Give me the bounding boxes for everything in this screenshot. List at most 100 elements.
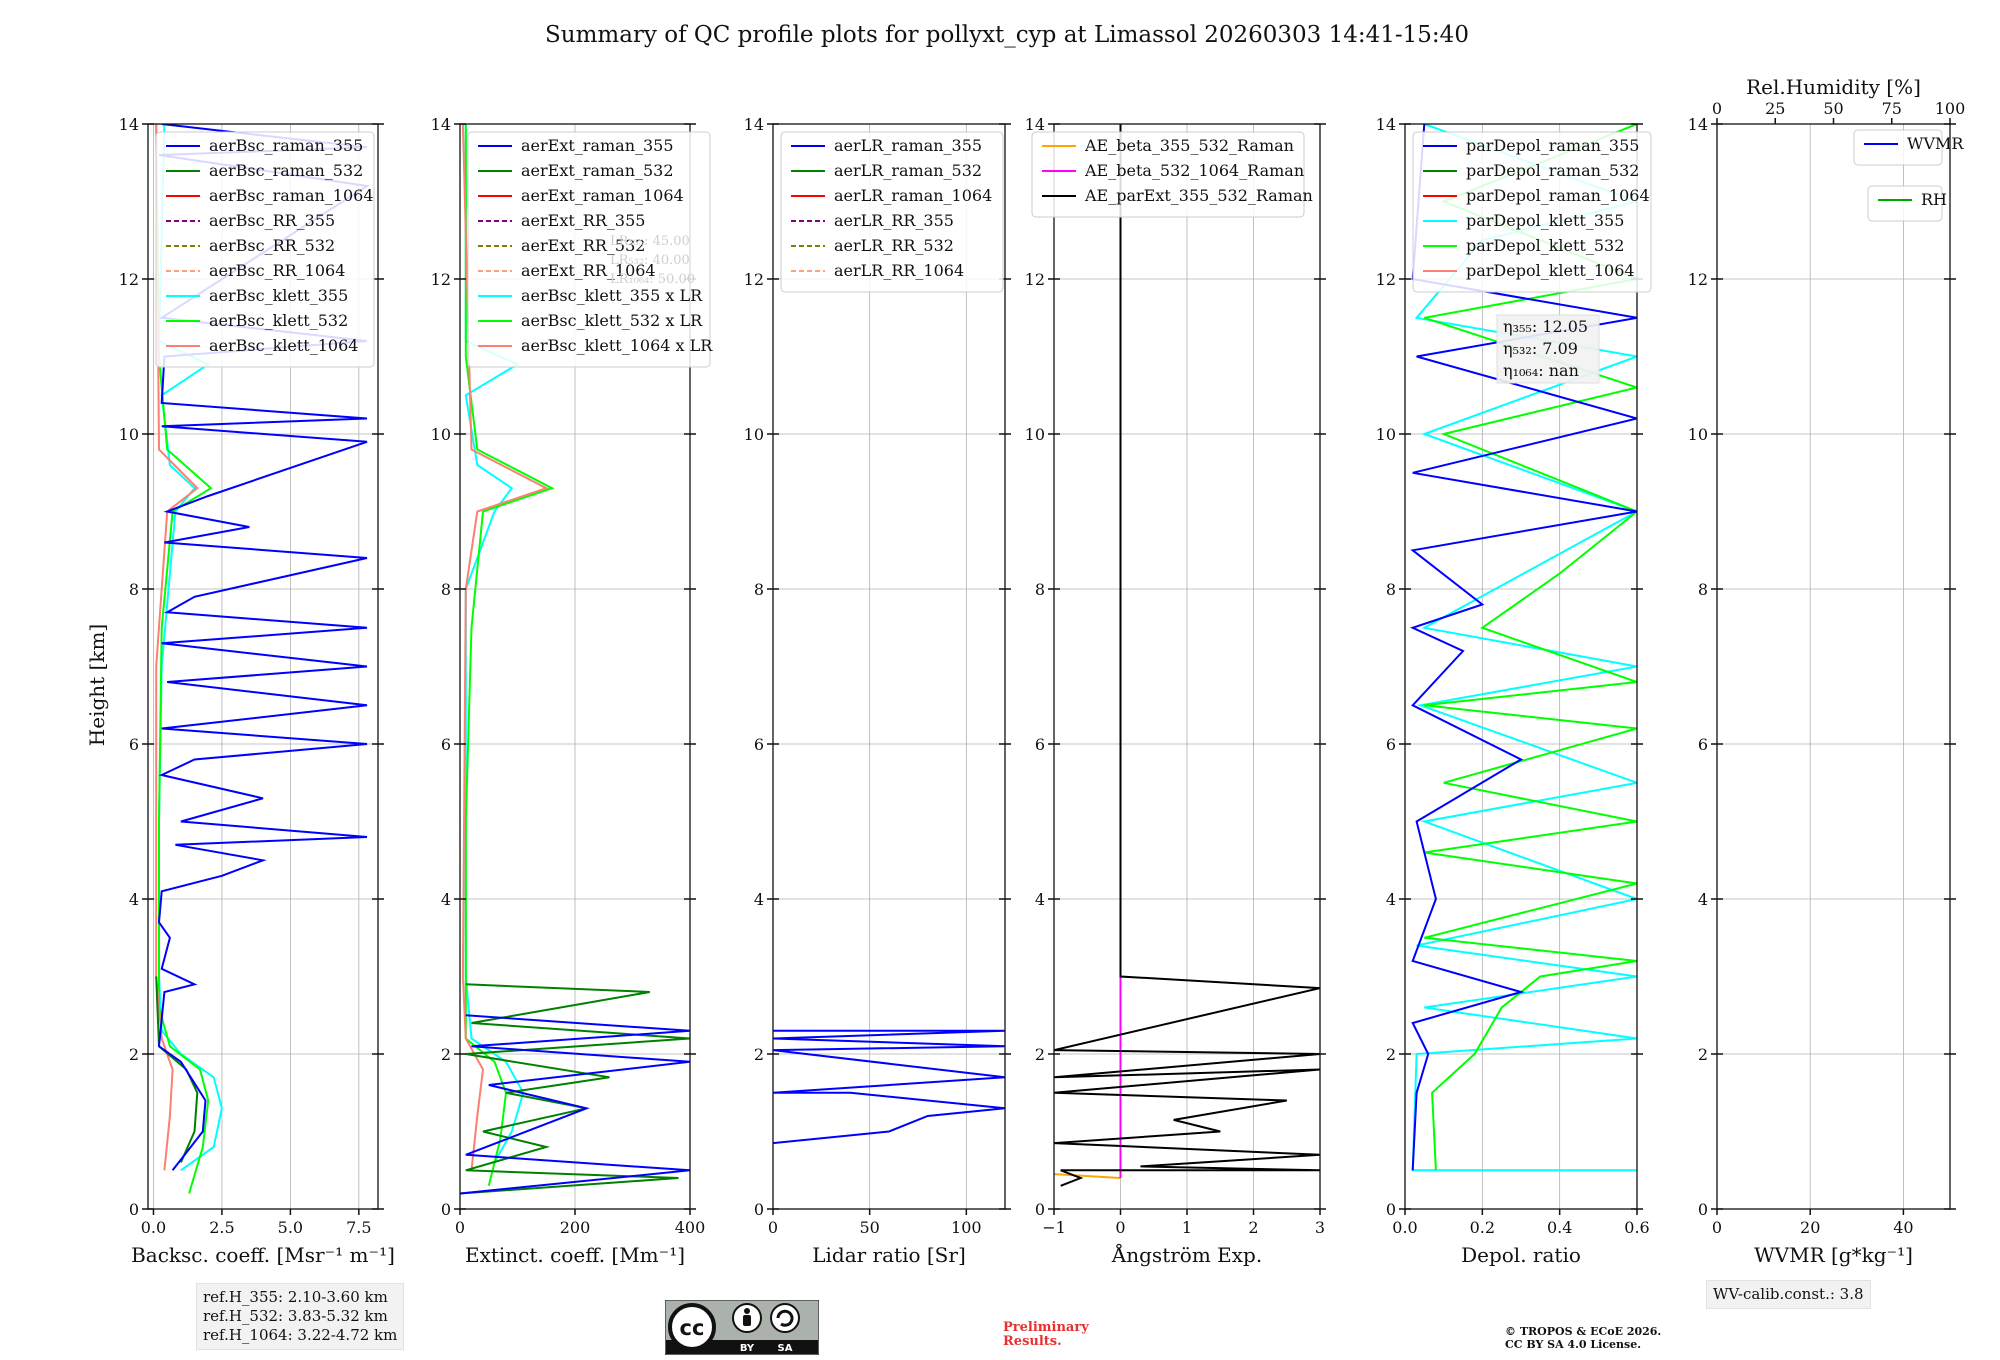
legend: aerExt_raman_355 aerExt_raman_532 aerExt_r… [467, 131, 713, 368]
x-tick-label: 40 [1893, 1218, 1913, 1237]
y-tick-label: 4 [129, 890, 139, 909]
legend: parDepol_raman_355 parDepol_raman_532 parD… [1412, 131, 1652, 293]
x-tick-label: 0 [768, 1218, 778, 1237]
y-tick-label: 4 [1698, 890, 1708, 909]
legend-label: RH [1921, 190, 1947, 209]
eta-note: η₅₃₂: 7.09 [1503, 339, 1578, 358]
wv-calibration-constant: WV-calib.const.: 3.8 [1713, 1285, 1864, 1303]
x-tick-label: 0 [1712, 1218, 1722, 1237]
y-tick-label: 4 [754, 890, 764, 909]
series-line-AE_beta_355_532_Raman [1054, 1173, 1121, 1179]
x-tick-label: 5.0 [278, 1218, 303, 1237]
y-tick-label: 6 [1698, 735, 1708, 754]
legend-frame [1853, 129, 1943, 166]
preliminary-line-2: Results. [1003, 1334, 1062, 1349]
x-tick-label: 20 [1800, 1218, 1820, 1237]
y-tick-label: 14 [1688, 115, 1708, 134]
x-tick-label: 0.0 [1392, 1218, 1417, 1237]
series-line-aerBsc_klett_1064 x LR [461, 124, 549, 1171]
y-tick-label: 0 [1698, 1200, 1708, 1219]
copyright-line-1: © TROPOS & ECoE 2026. [1505, 1325, 1662, 1338]
legend-label: aerLR_raman_532 [834, 161, 982, 180]
sa-share-alike-icon [770, 1303, 800, 1333]
y-tick-label: 0 [441, 1200, 451, 1219]
y-tick-label: 6 [754, 735, 764, 754]
y-tick-label: 6 [1035, 735, 1045, 754]
y-tick-label: 0 [754, 1200, 764, 1219]
panel-notes: η₃₅₅: 12.05 η₅₃₂: 7.09 η₁₀₆₄: nan [1496, 314, 1600, 384]
legend-label: aerLR_RR_532 [834, 236, 954, 255]
x-axis-label: Extinct. coeff. [Mm⁻¹] [465, 1243, 685, 1267]
series-line-aerBsc_klett_532 [155, 124, 213, 1194]
legend-label: aerBsc_klett_1064 x LR [521, 336, 713, 355]
x-tick-label: −1 [1042, 1218, 1066, 1237]
y-tick-label: 10 [744, 425, 764, 444]
legend-label: parDepol_raman_355 [1466, 136, 1639, 155]
legend-label: aerBsc_RR_355 [209, 211, 335, 230]
legend-frame [1867, 185, 1943, 222]
legend-frame [1031, 131, 1305, 218]
top-x-tick-label: 25 [1765, 99, 1785, 118]
ref-height-355: ref.H_355: 2.10-3.60 km [203, 1288, 388, 1306]
preliminary-line-1: Preliminary [1003, 1320, 1089, 1335]
y-tick-label: 10 [119, 425, 139, 444]
y-tick-label: 8 [1035, 580, 1045, 599]
y-tick-label: 8 [129, 580, 139, 599]
eta-note-box [1496, 314, 1600, 384]
panel-notes: LR₃₅₅: 45.00 LR₅₃₂: 40.00 LR₁₀₆₄: 50.00 [610, 234, 695, 287]
series-line-aerBsc_raman_532 [155, 976, 199, 1163]
legend-label: aerExt_raman_1064 [521, 186, 684, 205]
series-line-aerBsc_klett_1064 [155, 124, 199, 1171]
legend-label: parDepol_klett_355 [1466, 211, 1624, 230]
y-tick-label: 14 [1376, 115, 1396, 134]
legend-label: aerExt_raman_532 [521, 161, 674, 180]
legend-label: parDepol_klett_1064 [1466, 261, 1635, 280]
x-axis-label: Depol. ratio [1461, 1243, 1581, 1267]
y-tick-label: 0 [1386, 1200, 1396, 1219]
legend-label: aerExt_RR_1064 [521, 261, 656, 280]
ref-height-532: ref.H_532: 3.83-5.32 km [203, 1307, 388, 1325]
preliminary-results-note: Preliminary Results. [1003, 1321, 1089, 1349]
wv-calibration-box: WV-calib.const.: 3.8 [1706, 1280, 1871, 1309]
lidar-ratio-note: LR₅₃₂: 40.00 [610, 253, 690, 268]
panel-frame [147, 123, 379, 1210]
copyright-note: © TROPOS & ECoE 2026. CC BY SA 4.0 Licen… [1505, 1325, 1661, 1351]
x-tick-label: 0.4 [1547, 1218, 1572, 1237]
legend-label: aerBsc_raman_355 [209, 136, 363, 155]
y-tick-label: 8 [754, 580, 764, 599]
y-tick-label: 4 [441, 890, 451, 909]
copyright-line-2: CC BY SA 4.0 License. [1505, 1338, 1642, 1351]
x-tick-label: 7.5 [346, 1218, 371, 1237]
y-tick-label: 6 [1386, 735, 1396, 754]
y-tick-label: 0 [1035, 1200, 1045, 1219]
legend-label: parDepol_raman_1064 [1466, 186, 1650, 205]
y-tick-label: 12 [744, 270, 764, 289]
x-tick-label: 400 [675, 1218, 706, 1237]
series-line-aerExt_raman_532 [460, 983, 690, 1195]
panel-frame [1716, 123, 1951, 1210]
legend-label: aerLR_RR_355 [834, 211, 954, 230]
series-group [773, 1029, 1005, 1145]
by-icon-body [743, 1315, 751, 1326]
series-line-aerLR_raman_355 [773, 1029, 1005, 1145]
cc-sa-label: SA [778, 1343, 793, 1354]
legend-label: aerBsc_raman_1064 [209, 186, 374, 205]
x-tick-label: 200 [560, 1218, 591, 1237]
eta-note: η₁₀₆₄: nan [1503, 361, 1579, 380]
y-tick-label: 4 [1386, 890, 1396, 909]
y-tick-label: 4 [1035, 890, 1045, 909]
cc-license-badge: cc BY SA [665, 1300, 819, 1355]
legend-label: aerBsc_klett_355 x LR [521, 286, 703, 305]
y-tick-label: 2 [129, 1045, 139, 1064]
y-tick-label: 12 [1025, 270, 1045, 289]
y-tick-label: 2 [1698, 1045, 1708, 1064]
legend-label: WVMR [1907, 134, 1964, 153]
cc-logo-text: cc [680, 1316, 705, 1340]
y-tick-label: 14 [744, 115, 764, 134]
legend-frame [780, 131, 1004, 293]
y-tick-label: 10 [1688, 425, 1708, 444]
legend: aerLR_raman_355 aerLR_raman_532 aerLR_rama… [780, 131, 1004, 293]
series-line-aerExt_raman_355 [460, 1014, 690, 1195]
